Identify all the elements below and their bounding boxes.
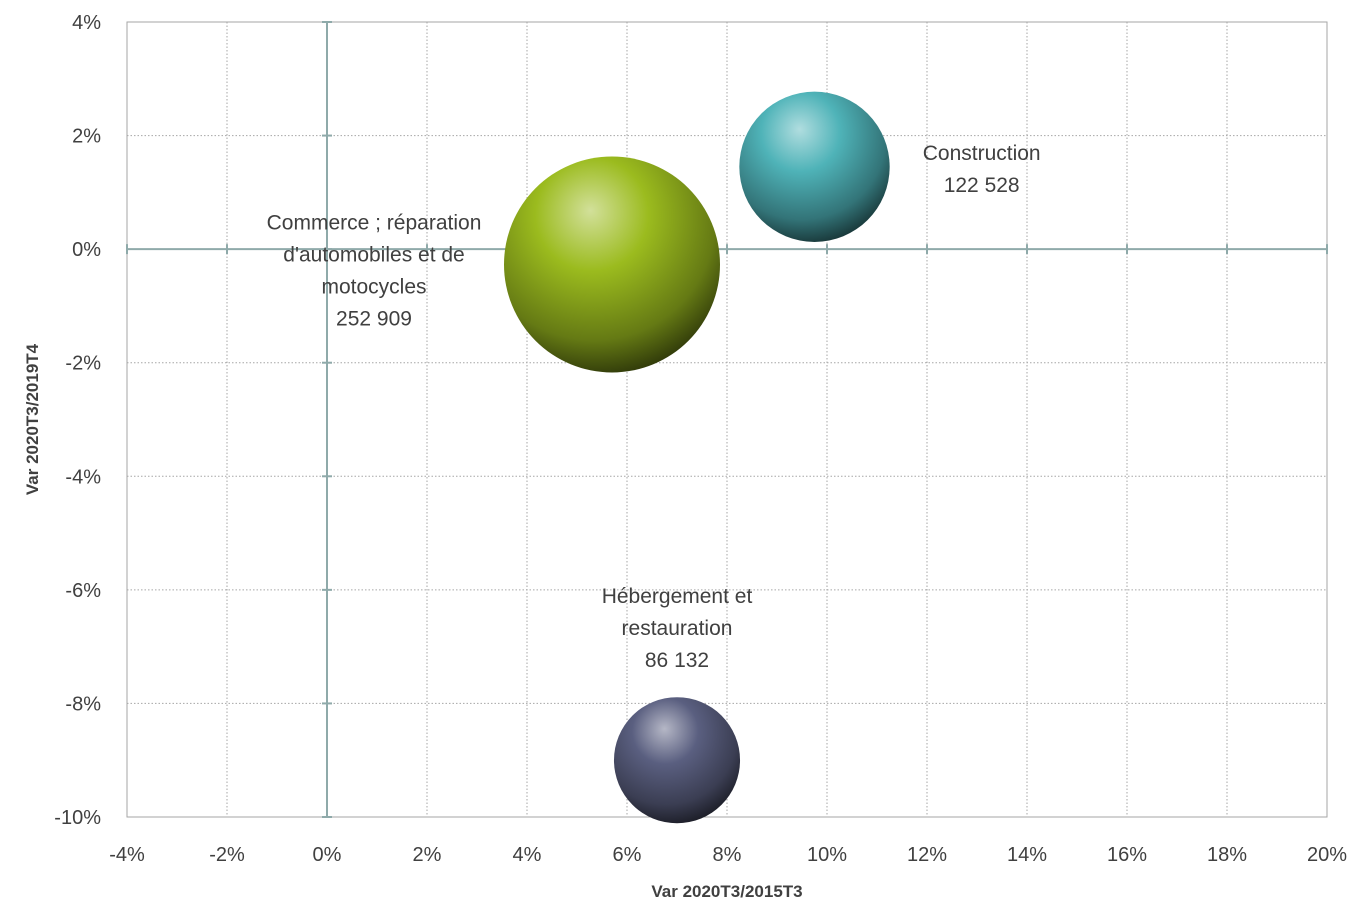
y-axis-title: Var 2020T3/2019T4: [23, 343, 42, 495]
x-tick-label: 18%: [1207, 844, 1247, 866]
bubble-name-label: motocycles: [321, 275, 426, 298]
y-tick-labels: -10% -8% -6% -4% -2% 0% 2% 4%: [54, 12, 101, 829]
bubble: [613, 697, 741, 824]
bubble-name-label: Hébergement et: [602, 585, 753, 608]
bubble: [739, 91, 890, 242]
grid: [126, 21, 1328, 818]
x-tick-label: 2%: [413, 844, 442, 866]
x-tick-label: 6%: [613, 844, 642, 866]
y-tick-label: 4%: [72, 12, 101, 34]
x-tick-label: 0%: [313, 844, 342, 866]
bubble-labels: Commerce ; réparation d'automobiles et de…: [267, 142, 1041, 672]
x-tick-label: -4%: [109, 844, 145, 866]
y-tick-label: 2%: [72, 126, 101, 148]
y-tick-label: -2%: [65, 353, 101, 375]
y-tick-label: -8%: [65, 693, 101, 715]
bubble-value-label: 86 132: [645, 649, 709, 672]
bubble-name-label: Commerce ; réparation: [267, 211, 482, 234]
y-tick-label: -10%: [54, 807, 101, 829]
bubble-name-label: d'automobiles et de: [283, 243, 464, 266]
bubble-value-label: 122 528: [944, 174, 1020, 197]
x-tick-label: 12%: [907, 844, 947, 866]
x-axis-title: Var 2020T3/2015T3: [651, 882, 802, 901]
x-tick-label: 10%: [807, 844, 847, 866]
y-tick-label: -6%: [65, 580, 101, 602]
x-tick-label: -2%: [209, 844, 245, 866]
bubble: [504, 156, 720, 373]
y-tick-label: -4%: [65, 466, 101, 488]
bubbles: [504, 91, 890, 824]
x-tick-label: 8%: [713, 844, 742, 866]
x-tick-label: 4%: [513, 844, 542, 866]
x-tick-labels: -4% -2% 0% 2% 4% 6% 8% 10% 12% 14% 16% 18% 20%: [109, 844, 1347, 866]
y-tick-label: 0%: [72, 239, 101, 261]
bubble-name-label: Construction: [923, 142, 1041, 165]
x-tick-label: 14%: [1007, 844, 1047, 866]
x-tick-label: 16%: [1107, 844, 1147, 866]
x-tick-label: 20%: [1307, 844, 1347, 866]
bubble-name-label: restauration: [622, 617, 733, 640]
bubble-value-label: 252 909: [336, 307, 412, 330]
axes: [126, 21, 1328, 818]
